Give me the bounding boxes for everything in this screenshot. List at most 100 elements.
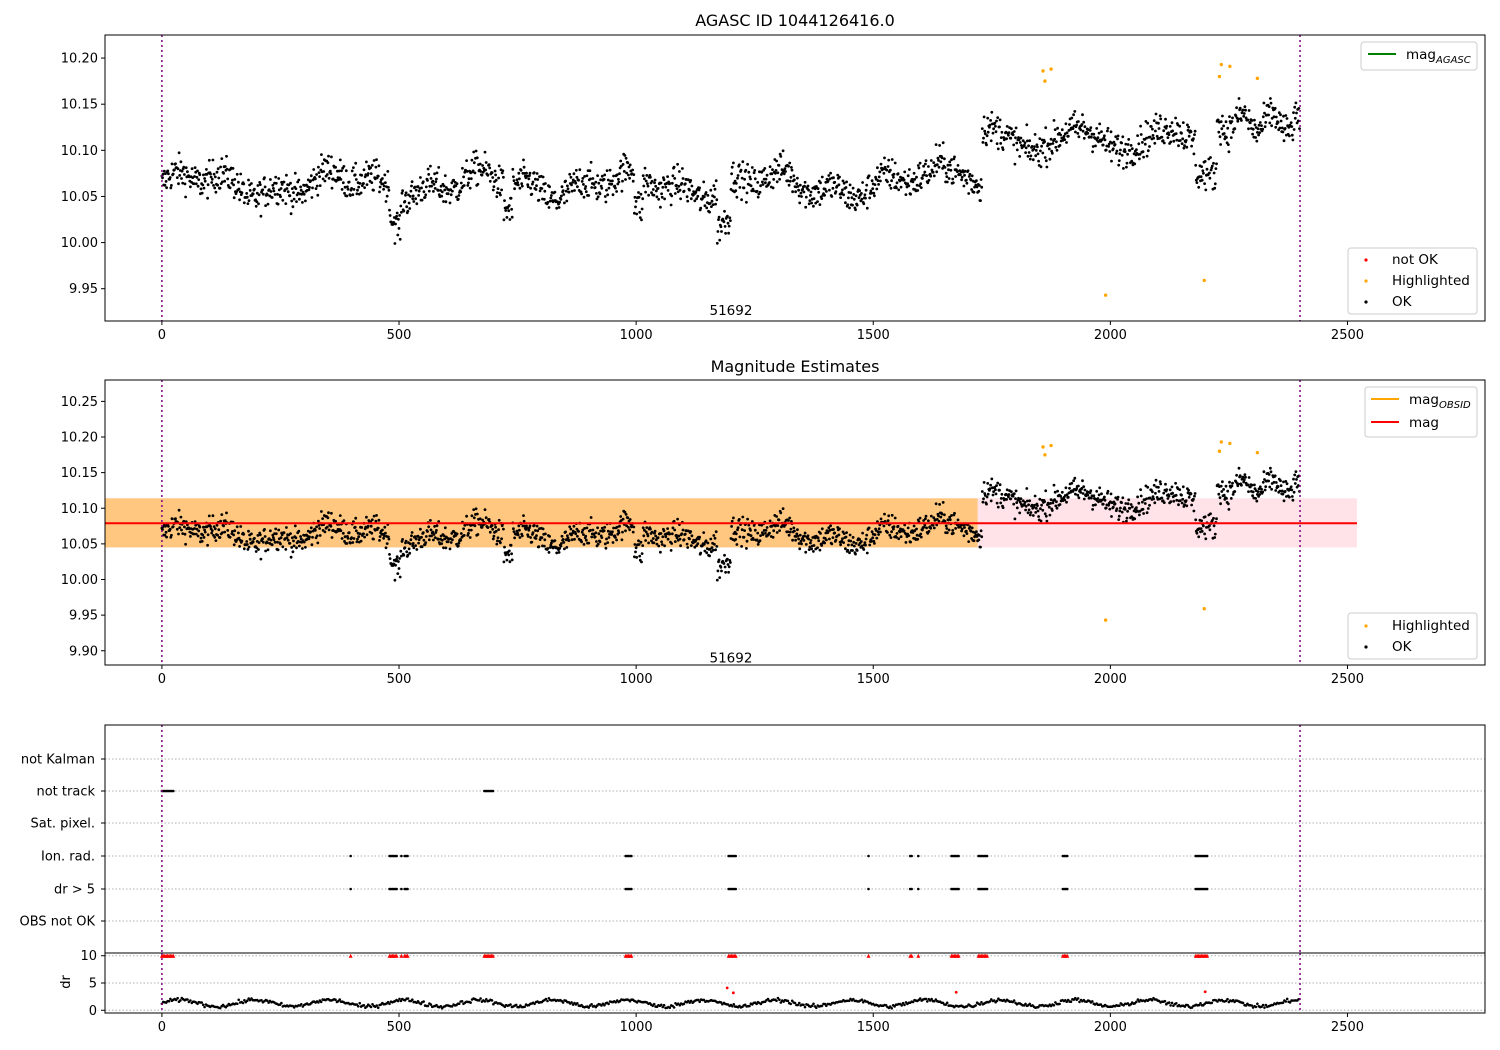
data-point	[964, 529, 968, 533]
data-point	[873, 533, 877, 537]
data-point	[679, 544, 682, 548]
data-point	[316, 193, 320, 197]
data-point	[864, 188, 868, 192]
data-point	[462, 184, 466, 187]
data-point	[532, 524, 536, 527]
data-point	[422, 190, 426, 194]
data-point	[575, 175, 579, 179]
data-point	[982, 497, 985, 501]
data-point	[865, 533, 869, 537]
data-point	[400, 210, 403, 214]
data-point	[1070, 116, 1074, 120]
data-point	[865, 183, 869, 187]
data-point	[1154, 491, 1157, 495]
data-point	[919, 535, 923, 539]
data-point	[410, 180, 414, 184]
data-point	[768, 181, 771, 184]
data-point	[495, 542, 499, 546]
data-point	[1267, 473, 1271, 476]
data-point	[676, 190, 680, 194]
data-point	[1241, 475, 1245, 479]
data-point	[819, 532, 822, 535]
data-point	[372, 188, 375, 192]
data-point	[544, 182, 547, 185]
data-point	[528, 174, 531, 178]
data-point	[977, 189, 981, 193]
data-point	[269, 178, 272, 181]
data-point	[830, 542, 834, 546]
data-point	[793, 178, 796, 182]
data-point	[1090, 496, 1093, 500]
data-point	[812, 550, 815, 553]
data-point	[1174, 481, 1177, 485]
legend-box	[1347, 247, 1478, 315]
data-point	[798, 533, 802, 537]
data-point	[1039, 165, 1043, 169]
data-point	[734, 189, 738, 193]
data-point	[434, 180, 438, 184]
data-point	[1226, 489, 1230, 493]
data-point	[624, 156, 628, 160]
data-point	[1125, 165, 1128, 169]
data-point	[1095, 126, 1099, 130]
data-point	[546, 201, 550, 204]
data-point	[315, 534, 319, 538]
data-point	[259, 557, 263, 561]
data-point	[944, 524, 948, 528]
data-point	[479, 170, 483, 173]
legend-label-mag-agasc: magAGASC	[1406, 47, 1471, 66]
data-point	[217, 528, 221, 532]
data-point	[1185, 504, 1189, 508]
data-point	[1025, 123, 1029, 127]
data-point	[1237, 97, 1241, 100]
data-point	[1166, 136, 1170, 140]
data-point	[321, 162, 324, 166]
data-point	[1124, 502, 1128, 505]
data-point	[827, 526, 831, 530]
data-point	[567, 539, 571, 542]
data-point	[548, 199, 552, 203]
data-point	[633, 543, 637, 546]
data-point	[807, 548, 811, 551]
data-point	[1268, 121, 1272, 125]
data-point	[526, 535, 530, 538]
highlighted-point	[1043, 453, 1047, 457]
data-point	[597, 532, 601, 536]
data-point	[237, 187, 241, 191]
data-point	[1229, 136, 1233, 140]
highlighted-point	[1255, 450, 1260, 455]
data-point	[953, 155, 956, 159]
data-point	[202, 186, 206, 190]
data-point	[225, 154, 228, 158]
data-point	[385, 194, 389, 198]
legend-marker-highlighted	[1364, 279, 1368, 283]
data-point	[996, 116, 1000, 119]
data-point	[1095, 489, 1099, 493]
data-point	[342, 519, 346, 522]
flag-point	[916, 854, 920, 858]
data-point	[1165, 124, 1169, 128]
data-point	[689, 197, 693, 201]
data-point	[358, 182, 362, 185]
data-point	[525, 524, 528, 528]
data-point	[355, 540, 359, 544]
data-point	[216, 183, 220, 187]
data-point	[500, 537, 503, 541]
data-point	[512, 175, 515, 179]
data-point	[979, 199, 982, 203]
data-point	[809, 541, 812, 545]
data-point	[734, 532, 738, 536]
data-point	[1250, 119, 1254, 122]
data-point	[384, 200, 388, 203]
data-point	[179, 160, 183, 164]
dr-clipped-marker	[394, 953, 399, 958]
data-point	[282, 531, 286, 535]
data-point	[1068, 486, 1071, 490]
data-point	[946, 163, 950, 167]
data-point	[666, 175, 669, 179]
data-point	[978, 184, 981, 187]
data-point	[301, 547, 304, 550]
data-point	[245, 192, 249, 195]
data-point	[492, 185, 496, 189]
data-point	[170, 517, 174, 521]
